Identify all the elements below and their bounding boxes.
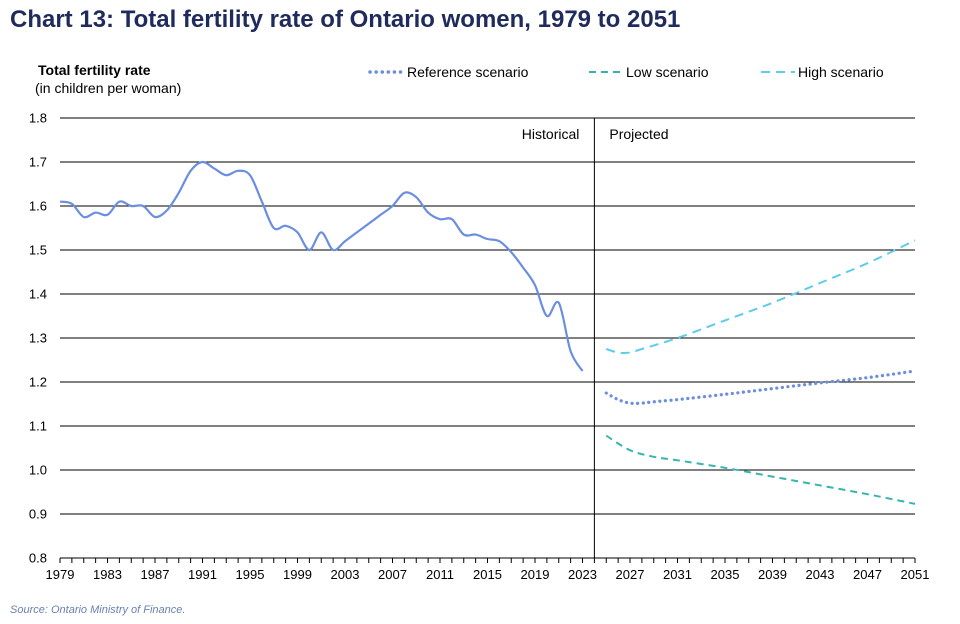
y-tick-label: 1.6 <box>29 199 47 214</box>
y-tick-label: 1.8 <box>29 111 47 126</box>
legend-item-reference: Reference scenario <box>368 63 528 81</box>
x-tick-label: 2031 <box>663 567 692 582</box>
x-tick-label: 2027 <box>616 567 645 582</box>
y-tick-label: 1.5 <box>29 243 47 258</box>
series-line-low <box>605 434 916 505</box>
x-tick-label: 1979 <box>46 567 75 582</box>
legend-label-reference: Reference scenario <box>407 64 529 80</box>
y-tick-label: 0.9 <box>29 507 47 522</box>
x-tick-label: 2043 <box>806 567 835 582</box>
x-tick-label: 1987 <box>141 567 170 582</box>
y-tick-label: 1.2 <box>29 375 47 390</box>
x-tick-label: 1995 <box>236 567 265 582</box>
y-tick-label: 1.4 <box>29 287 47 302</box>
legend-item-low: Low scenario <box>589 63 709 81</box>
series-line-high <box>605 239 916 354</box>
legend-label-high: High scenario <box>798 64 884 80</box>
legend-swatch-high <box>761 71 795 73</box>
y-tick-label: 1.7 <box>29 155 47 170</box>
x-tick-label: 2019 <box>521 567 550 582</box>
y-tick-label: 0.8 <box>29 551 47 566</box>
x-tick-label: 2015 <box>473 567 502 582</box>
x-tick-label: 2007 <box>378 567 407 582</box>
y-tick-label: 1.3 <box>29 331 47 346</box>
chart-title: Chart 13: Total fertility rate of Ontari… <box>10 6 681 33</box>
y-tick-label: 1.0 <box>29 463 47 478</box>
x-tick-label: 2011 <box>426 567 454 582</box>
x-tick-label: 2051 <box>901 567 930 582</box>
legend-swatch-reference <box>368 70 404 74</box>
legend-label-low: Low scenario <box>626 64 709 80</box>
series-line-reference <box>604 369 917 406</box>
x-tick-label: 2035 <box>711 567 740 582</box>
y-axis-subtitle: (in children per woman) <box>35 80 182 96</box>
source-note: Source: Ontario Ministry of Finance. <box>10 604 186 616</box>
x-tick-label: 2047 <box>853 567 882 582</box>
x-tick-label: 2039 <box>758 567 787 582</box>
historical-label: Historical <box>522 126 580 142</box>
y-tick-label: 1.1 <box>29 419 47 434</box>
y-axis-title: Total fertility rate <box>38 62 151 78</box>
series-line-historical <box>59 160 584 372</box>
x-tick-label: 2003 <box>331 567 360 582</box>
x-tick-label: 1991 <box>188 567 217 582</box>
x-tick-label: 1999 <box>283 567 312 582</box>
x-tick-label: 1983 <box>93 567 122 582</box>
legend-swatch-low <box>589 71 623 73</box>
projected-label: Projected <box>609 126 668 142</box>
x-tick-label: 2023 <box>568 567 597 582</box>
legend-item-high: High scenario <box>761 63 884 81</box>
